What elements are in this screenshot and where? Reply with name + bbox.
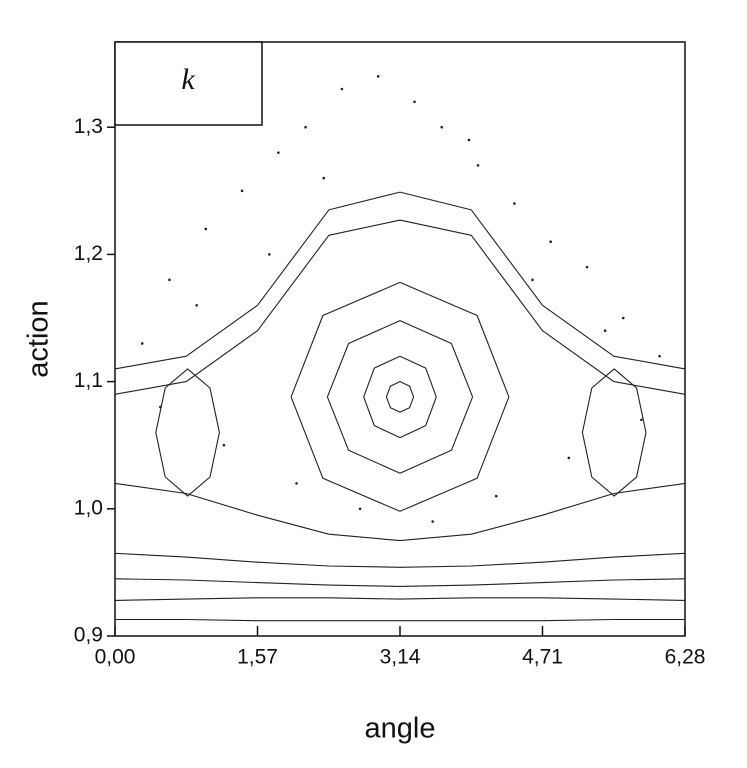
x-tick-label: 1,57 bbox=[237, 646, 278, 669]
orbit-point bbox=[431, 520, 434, 523]
invariant-curve bbox=[114, 597, 686, 601]
orbit-point bbox=[267, 253, 271, 256]
orbit-point bbox=[140, 342, 144, 345]
invariant-curve bbox=[155, 368, 220, 497]
y-tick-label: 0,9 bbox=[74, 624, 103, 647]
invariant-curve bbox=[114, 191, 686, 370]
orbit-point bbox=[658, 354, 661, 358]
invariant-curve bbox=[114, 482, 686, 542]
x-tick-label: 3,14 bbox=[380, 646, 421, 669]
orbit-point bbox=[340, 87, 344, 91]
orbit-point bbox=[440, 125, 444, 129]
orbit-point bbox=[513, 202, 516, 205]
orbit-point bbox=[168, 278, 171, 282]
x-tick-label: 6,28 bbox=[665, 646, 706, 669]
orbit-point bbox=[195, 303, 198, 307]
orbit-point bbox=[204, 227, 208, 231]
orbit-point bbox=[222, 443, 226, 447]
panel-label-box bbox=[114, 41, 263, 126]
orbit-point bbox=[467, 138, 471, 142]
invariant-curve bbox=[114, 219, 686, 395]
orbit-point bbox=[621, 316, 625, 320]
orbit-point bbox=[640, 418, 643, 422]
orbit-point bbox=[476, 164, 480, 167]
orbit-point bbox=[531, 278, 534, 282]
x-tick-label: 0,00 bbox=[95, 646, 136, 669]
orbit-point bbox=[567, 456, 571, 460]
orbit-point bbox=[277, 151, 280, 154]
orbit-point bbox=[585, 265, 589, 269]
orbit-point bbox=[322, 176, 326, 180]
orbit-point bbox=[304, 125, 307, 129]
invariant-curve bbox=[581, 368, 647, 497]
orbit-point bbox=[603, 329, 607, 333]
invariant-curve bbox=[290, 281, 510, 512]
orbit-point bbox=[494, 494, 498, 498]
invariant-curve bbox=[385, 381, 415, 413]
orbit-point bbox=[549, 240, 552, 243]
y-tick-label: 1,2 bbox=[74, 242, 103, 265]
invariant-curve bbox=[114, 552, 686, 568]
y-axis-title: action bbox=[23, 300, 55, 377]
orbit-point bbox=[295, 482, 298, 485]
invariant-curve bbox=[114, 578, 686, 587]
invariant-curve bbox=[326, 320, 474, 474]
x-tick-label: 4,71 bbox=[522, 646, 563, 669]
plot-frame bbox=[114, 41, 686, 637]
orbit-point bbox=[413, 100, 416, 104]
orbit-point bbox=[240, 189, 244, 193]
orbit-point bbox=[358, 507, 362, 511]
y-tick-label: 1,3 bbox=[74, 115, 103, 138]
invariant-curve bbox=[115, 618, 685, 622]
invariant-curve bbox=[363, 355, 437, 439]
orbit-point bbox=[159, 405, 162, 409]
orbit-point bbox=[376, 75, 380, 78]
panel-label: k bbox=[181, 63, 195, 96]
y-tick-label: 1,0 bbox=[74, 496, 103, 519]
x-axis-title: angle bbox=[365, 713, 436, 745]
y-tick-label: 1,1 bbox=[74, 369, 103, 392]
